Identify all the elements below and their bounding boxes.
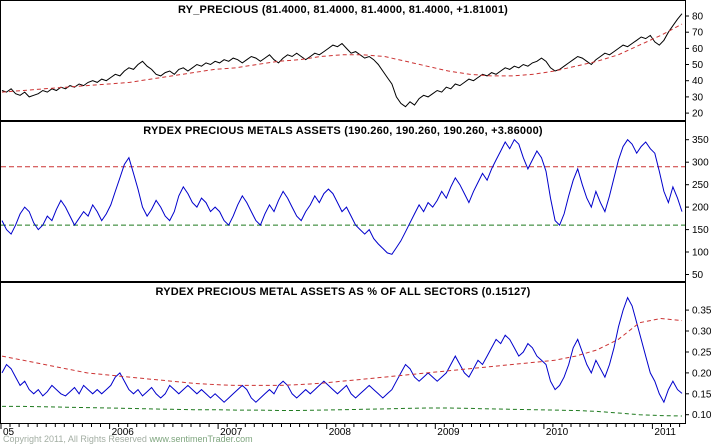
svg-text:250: 250 [692, 180, 709, 191]
svg-text:60: 60 [692, 44, 704, 55]
svg-text:0.25: 0.25 [692, 348, 712, 359]
svg-text:05: 05 [3, 427, 15, 438]
svg-text:350: 350 [692, 135, 709, 146]
svg-text:50: 50 [692, 270, 704, 281]
assets-plot: 350 300 250 200 150 100 50 [0, 121, 709, 282]
price-plot: 80 70 60 50 40 30 20 [0, 0, 704, 121]
svg-text:0.35: 0.35 [692, 306, 712, 317]
svg-text:200: 200 [692, 203, 709, 214]
svg-text:300: 300 [692, 158, 709, 169]
svg-text:2010: 2010 [546, 427, 569, 438]
svg-text:2006: 2006 [112, 427, 135, 438]
svg-text:30: 30 [692, 92, 704, 103]
svg-text:0.10: 0.10 [692, 410, 712, 421]
svg-text:50: 50 [692, 60, 704, 71]
svg-text:2009: 2009 [437, 427, 460, 438]
svg-text:0.30: 0.30 [692, 327, 712, 338]
svg-text:2007: 2007 [220, 427, 243, 438]
website-link[interactable]: www.sentimenTrader.com [149, 434, 253, 444]
svg-text:2008: 2008 [329, 427, 352, 438]
panel-percent: 0.35 0.30 0.25 0.20 0.15 0.10 RYDEX PRECIOUS … [0, 282, 717, 424]
x-axis-svg: 05 2006 2007 2008 2009 2010 2011 [0, 424, 681, 438]
percent-plot: 0.35 0.30 0.25 0.20 0.15 0.10 [0, 282, 712, 424]
svg-text:0.20: 0.20 [692, 368, 712, 379]
svg-text:150: 150 [692, 225, 709, 236]
svg-text:2011: 2011 [654, 427, 676, 438]
svg-text:40: 40 [692, 76, 704, 87]
svg-text:100: 100 [692, 248, 709, 259]
panel-price: 80 70 60 50 40 30 20 RY_PRECIOUS (81.4000, 81.… [0, 0, 717, 121]
copyright-text: Copyright 2011, All Rights Reserved [3, 434, 147, 444]
x-axis: 05 2006 2007 2008 2009 2010 2011 Copyright 201… [0, 424, 717, 447]
svg-text:20: 20 [692, 109, 704, 120]
svg-text:0.15: 0.15 [692, 389, 712, 400]
svg-text:70: 70 [692, 28, 704, 39]
panel-assets: 350 300 250 200 150 100 50 RYDEX PRECIOUS META… [0, 121, 717, 282]
copyright: Copyright 2011, All Rights Reserved www.… [3, 434, 253, 444]
svg-text:80: 80 [692, 12, 704, 23]
